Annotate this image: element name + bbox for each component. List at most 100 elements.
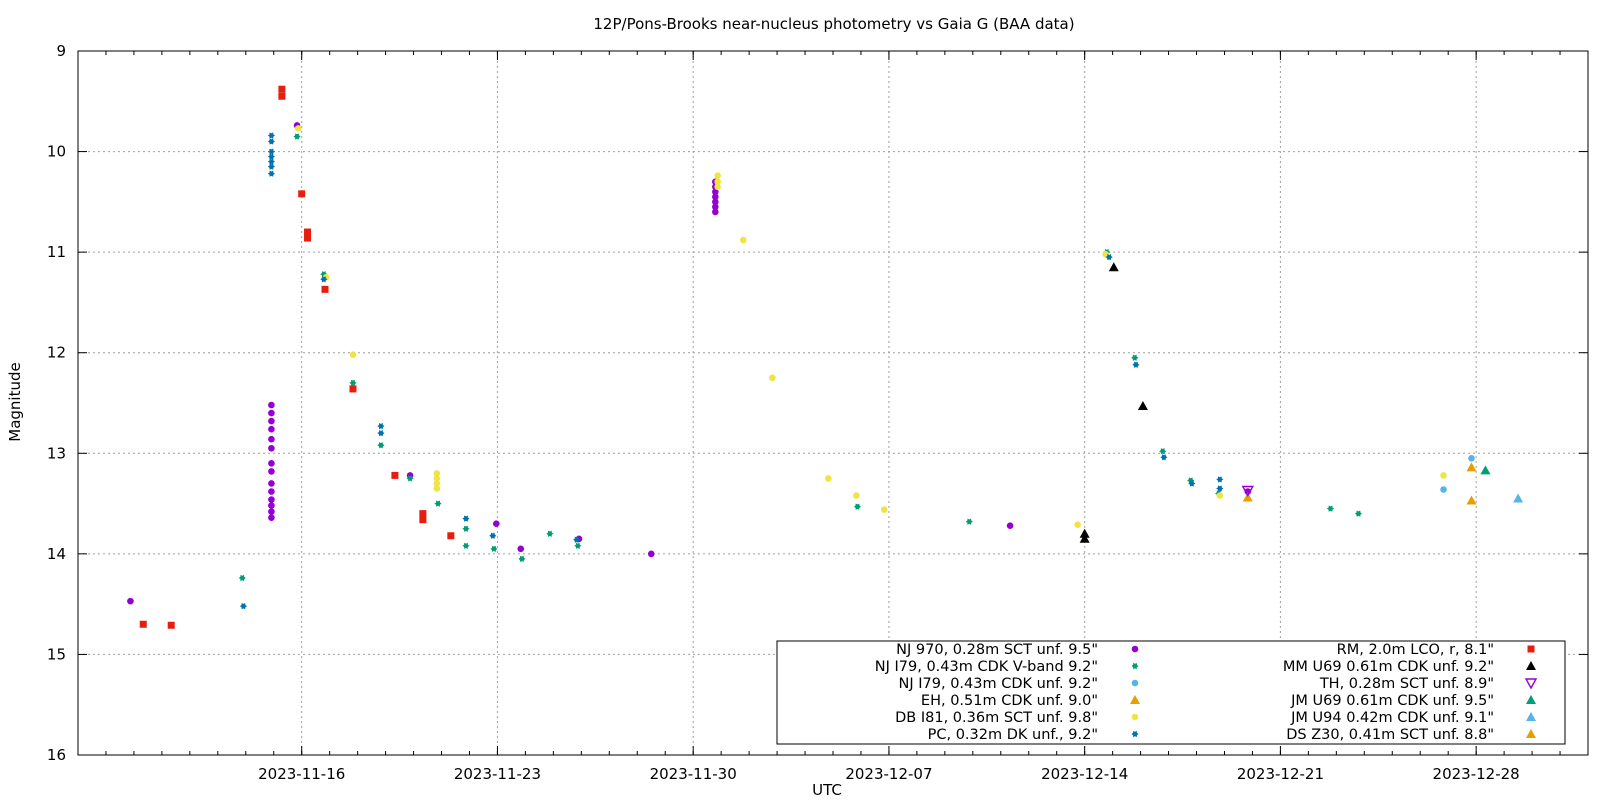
data-point	[268, 480, 275, 487]
data-point	[714, 183, 721, 191]
data-point	[268, 409, 275, 417]
data-point	[267, 138, 276, 145]
legend-marker	[1130, 695, 1140, 704]
legend-entry: NJ 970, 0.28m SCT unf. 9.5"	[896, 642, 1139, 658]
data-point	[434, 500, 442, 507]
data-point	[349, 379, 357, 386]
data-point	[1241, 485, 1254, 497]
data-point	[1513, 493, 1524, 503]
data-point	[239, 603, 248, 610]
data-point	[769, 374, 776, 382]
x-tick-label: 2023-12-14	[1041, 765, 1128, 783]
legend-label: TH, 0.28m SCT unf. 8.9"	[1319, 676, 1494, 692]
data-point	[293, 133, 301, 140]
data-point	[1216, 485, 1224, 492]
legend-marker	[1524, 678, 1538, 690]
y-tick-label: 12	[47, 344, 66, 362]
series-5	[239, 132, 1224, 610]
data-point	[238, 574, 246, 582]
chart-title: 12P/Pons-Brooks near-nucleus photometry …	[593, 15, 1074, 33]
legend-marker	[1131, 645, 1139, 653]
data-point	[419, 516, 427, 524]
data-point	[167, 621, 175, 629]
points-layer	[127, 85, 1524, 629]
data-point	[739, 236, 747, 244]
data-point	[1137, 401, 1148, 411]
legend-label: RM, 2.0m LCO, r, 8.1"	[1337, 642, 1494, 658]
data-point	[965, 518, 973, 525]
data-point	[268, 444, 275, 452]
legend-marker	[1131, 662, 1139, 670]
legend-marker	[1526, 695, 1536, 704]
data-point	[1079, 528, 1090, 538]
plot-frame	[77, 50, 1589, 756]
data-point	[825, 475, 832, 482]
series-7	[1079, 262, 1148, 543]
series-6	[139, 85, 455, 629]
data-point	[268, 508, 275, 515]
data-point	[278, 85, 286, 93]
legend-box	[776, 640, 1566, 745]
data-point	[853, 503, 862, 510]
legend-marker	[1131, 730, 1139, 738]
data-point	[447, 532, 455, 540]
legend-label: JM U94 0.42m CDK unf. 9.1"	[1290, 710, 1494, 726]
data-point	[294, 125, 302, 132]
axes-layer: 9 10 11 12 13 14 15 16 2023-11-16 2023-11-23 2023-…	[47, 42, 1589, 783]
data-point	[304, 228, 312, 236]
data-point	[268, 514, 275, 521]
y-axis-label: Magnitude	[6, 362, 24, 441]
data-point	[1468, 455, 1475, 462]
data-point	[268, 435, 275, 443]
y-tick-label: 11	[47, 243, 66, 261]
data-point	[517, 545, 525, 553]
series-4	[294, 125, 1447, 528]
data-point	[349, 351, 357, 359]
series-9	[1480, 465, 1491, 475]
data-point	[489, 532, 497, 539]
data-point	[546, 530, 554, 537]
data-point	[712, 208, 719, 216]
x-tick-label: 2023-11-23	[454, 765, 541, 783]
legend: NJ 970, 0.28m SCT unf. 9.5"NJ I79, 0.43m…	[776, 640, 1566, 745]
data-point	[268, 496, 275, 503]
legend-label: NJ I79, 0.43m CDK V-band 9.2"	[875, 659, 1098, 675]
legend-entry: JM U69 0.61m CDK unf. 9.5"	[1290, 693, 1536, 709]
legend-entry: NJ I79, 0.43m CDK V-band 9.2"	[875, 659, 1139, 675]
x-tick-label: 2023-12-07	[845, 765, 932, 783]
data-point	[268, 401, 275, 409]
series-8	[1241, 485, 1254, 497]
data-point	[127, 597, 134, 605]
legend-label: JM U69 0.61m CDK unf. 9.5"	[1290, 693, 1494, 709]
legend-label: MM U69 0.61m CDK unf. 9.2"	[1283, 659, 1494, 675]
data-point	[267, 163, 276, 170]
data-point	[1159, 448, 1167, 455]
data-point	[574, 542, 582, 549]
data-point	[433, 480, 441, 487]
data-point	[1188, 480, 1196, 487]
data-point	[1131, 354, 1139, 361]
data-point	[1160, 454, 1168, 461]
legend-entry: TH, 0.28m SCT unf. 8.9"	[1319, 676, 1538, 692]
data-point	[377, 442, 385, 449]
legend-entry: DB I81, 0.36m SCT unf. 9.8"	[895, 710, 1139, 726]
data-point	[518, 555, 526, 562]
legend-label: NJ I79, 0.43m CDK unf. 9.2"	[899, 676, 1098, 692]
data-point	[712, 188, 719, 196]
data-point	[377, 423, 385, 430]
data-point	[349, 385, 357, 393]
data-point	[267, 158, 276, 165]
data-point	[391, 471, 399, 479]
data-point	[1074, 521, 1081, 528]
data-point	[377, 430, 385, 437]
data-point	[712, 198, 719, 206]
data-point	[714, 172, 721, 180]
data-point	[712, 203, 719, 211]
legend-entry: NJ I79, 0.43m CDK unf. 9.2"	[899, 676, 1139, 692]
x-tick-label: 2023-11-30	[650, 765, 737, 783]
data-point	[419, 510, 427, 518]
legend-marker	[1131, 679, 1139, 687]
y-tick-label: 10	[47, 143, 66, 161]
y-tick-label: 14	[47, 545, 66, 563]
